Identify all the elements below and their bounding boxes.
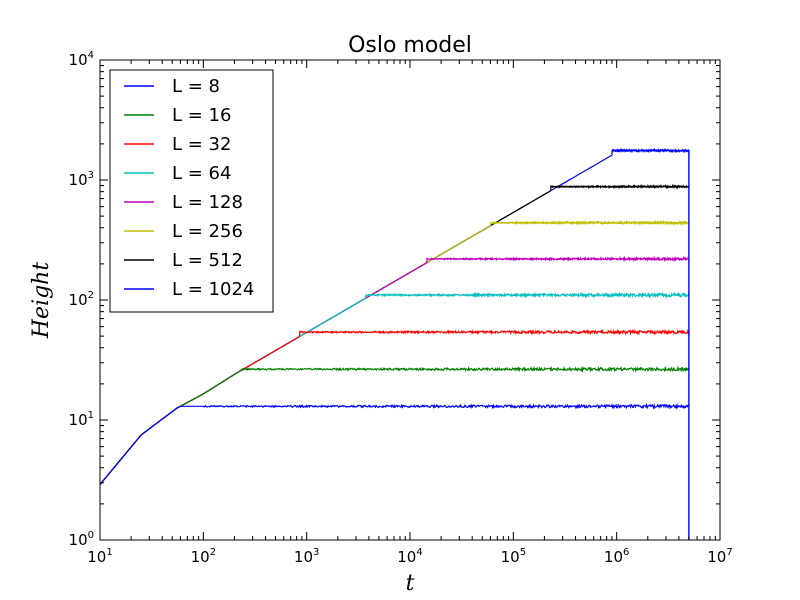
legend-label: L = 8 <box>172 76 220 97</box>
legend-label: L = 256 <box>172 221 243 242</box>
chart-title: Oslo model <box>348 33 472 58</box>
legend-label: L = 64 <box>172 163 231 184</box>
legend: L = 8 L = 16 L = 32 L = 64 L = 128 L = 256 L =… <box>110 70 273 312</box>
y-axis-label: Height <box>29 262 54 339</box>
legend-label: L = 16 <box>172 105 231 126</box>
legend-label: L = 32 <box>172 134 231 155</box>
legend-label: L = 128 <box>172 192 243 213</box>
x-axis-label: t <box>406 571 415 596</box>
legend-label: L = 1024 <box>172 279 254 300</box>
legend-label: L = 512 <box>172 250 243 271</box>
